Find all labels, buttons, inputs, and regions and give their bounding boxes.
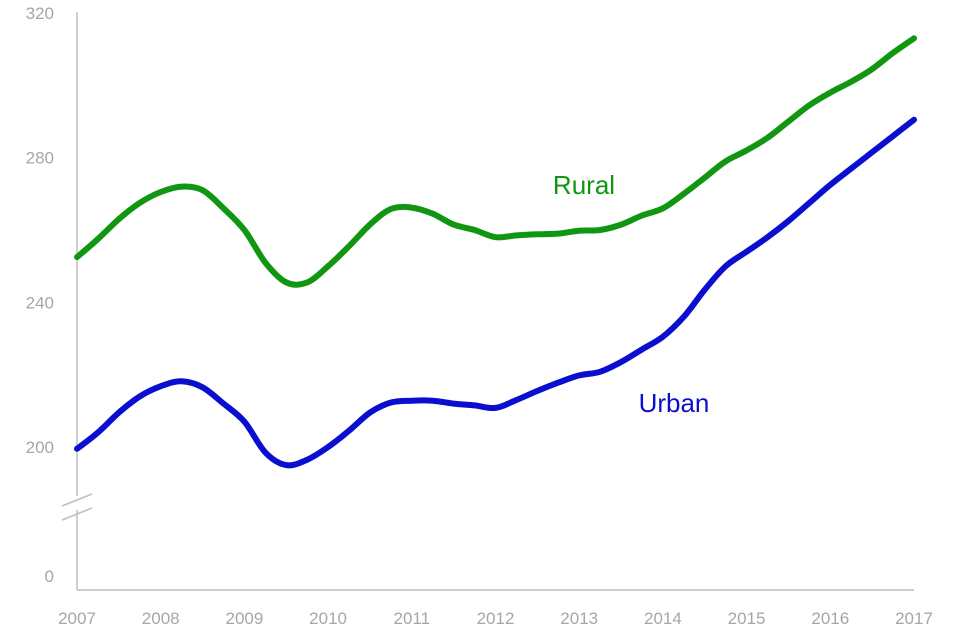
- x-tick-label: 2012: [477, 609, 515, 628]
- series-line-rural: [74, 35, 917, 288]
- x-tick-label: 2013: [560, 609, 598, 628]
- x-axis-tick-labels: 2007 2008 2009 2010 2011 2012 2013 2014 2015 2016…: [58, 609, 933, 628]
- x-tick-label: 2009: [225, 609, 263, 628]
- series-group: [74, 35, 917, 469]
- y-tick-label: 240: [26, 293, 54, 312]
- x-tick-label: 2014: [644, 609, 682, 628]
- series-line-urban: [74, 116, 917, 469]
- series-label-rural: Rural: [553, 170, 615, 200]
- x-tick-label: 2008: [142, 609, 180, 628]
- axis-break-mark-top: [61, 493, 93, 507]
- y-tick-label: 280: [26, 149, 54, 168]
- x-tick-label: 2017: [895, 609, 933, 628]
- x-tick-label: 2016: [811, 609, 849, 628]
- series-labels: Rural Urban: [553, 170, 709, 418]
- axis-break-mark-bottom: [61, 507, 93, 521]
- y-axis-tick-labels: 0 200 240 280 320: [26, 4, 54, 586]
- x-tick-label: 2011: [394, 609, 431, 628]
- x-tick-label: 2007: [58, 609, 96, 628]
- x-tick-label: 2010: [309, 609, 347, 628]
- y-tick-label: 0: [45, 567, 54, 586]
- axes: [61, 12, 914, 591]
- y-tick-label: 320: [26, 4, 54, 23]
- y-tick-label: 200: [26, 438, 54, 457]
- x-tick-label: 2015: [728, 609, 766, 628]
- series-label-urban: Urban: [639, 388, 710, 418]
